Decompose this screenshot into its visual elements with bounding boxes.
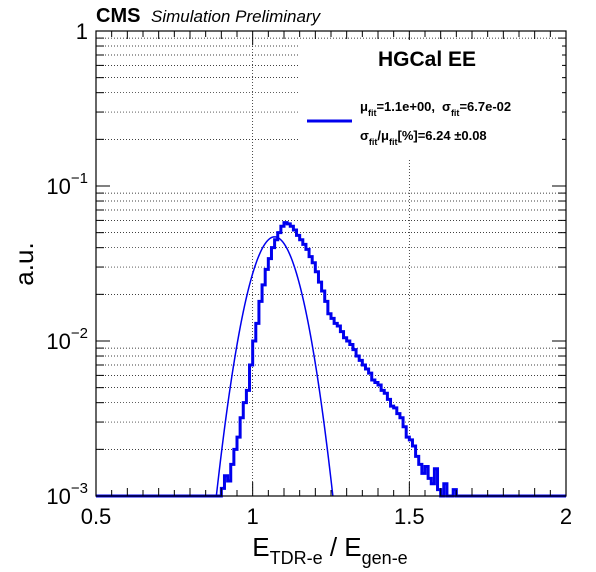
resolution-value: [%]=6.24 ±0.08 [398, 128, 487, 143]
ratio-sigma-subscript: fit [369, 137, 378, 147]
ratio-mu-subscript: fit [389, 137, 398, 147]
x-title-sub1: TDR-e [270, 548, 323, 568]
sigma-value: =6.7e-02 [459, 99, 511, 114]
mu-symbol: μ [360, 99, 368, 114]
y-tick-label: 10−1 [46, 170, 88, 199]
y-tick-label: 10−2 [46, 325, 88, 354]
ratio-mu-symbol: μ [381, 128, 389, 143]
histogram-series [96, 223, 566, 496]
sigma-subscript: fit [451, 108, 460, 118]
y-tick-exponent: −1 [71, 170, 88, 187]
sigma-symbol: σ [442, 99, 451, 114]
y-tick-exponent: −2 [71, 325, 88, 342]
experiment-label: CMS [96, 5, 140, 27]
y-tick-exponent: −3 [71, 480, 88, 497]
ratio-sigma-symbol: σ [360, 128, 369, 143]
y-tick-base: 1 [76, 19, 88, 44]
x-tick-label: 0.5 [81, 504, 112, 529]
legend-title: HGCal EE [378, 48, 476, 71]
mu-subscript: fit [368, 108, 377, 118]
y-tick-label: 1 [76, 19, 88, 44]
mu-value: =1.1e+00, [376, 99, 435, 114]
y-tick-base: 10 [46, 329, 70, 354]
data-layer [96, 223, 566, 496]
x-tick-label: 1.5 [394, 504, 425, 529]
y-tick-base: 10 [46, 484, 70, 509]
status-label: Simulation Preliminary [151, 7, 322, 26]
y-tick-base: 10 [46, 174, 70, 199]
header: CMS Simulation Preliminary [96, 5, 322, 27]
x-axis-title: ETDR-e / Egen-e [252, 532, 407, 568]
x-tick-label: 1 [247, 504, 259, 529]
x-tick-label: 2 [560, 504, 572, 529]
x-title-e1: E [252, 532, 269, 562]
x-title-sep: / E [323, 532, 362, 562]
y-axis-title: a.u. [9, 242, 39, 285]
x-title-sub2: gen-e [362, 548, 408, 568]
